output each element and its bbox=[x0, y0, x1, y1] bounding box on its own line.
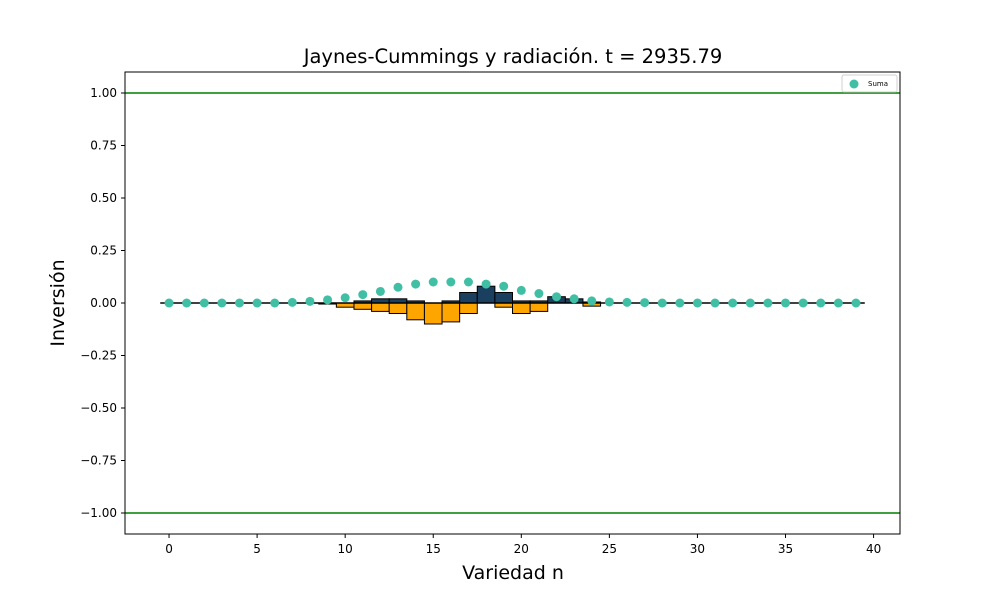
suma-point-28 bbox=[657, 298, 667, 308]
x-tick-label-0: 0 bbox=[165, 542, 173, 556]
y-tick-label-5: −0.25 bbox=[80, 349, 117, 363]
x-axis-label: Variedad n bbox=[462, 562, 564, 584]
suma-point-5 bbox=[252, 298, 262, 308]
bar-positive-18 bbox=[476, 285, 496, 304]
x-tick-label-10: 10 bbox=[338, 542, 353, 556]
suma-point-13 bbox=[393, 282, 403, 292]
bar-negative-20 bbox=[512, 302, 531, 314]
bar-negative-17 bbox=[459, 302, 478, 314]
legend-marker-suma bbox=[849, 79, 859, 89]
x-tick-label-15: 15 bbox=[426, 542, 441, 556]
suma-point-21 bbox=[534, 289, 544, 299]
x-tick-label-40: 40 bbox=[866, 542, 881, 556]
y-tick-label-7: −0.75 bbox=[80, 454, 117, 468]
bar-negative-14 bbox=[406, 302, 425, 321]
suma-point-0 bbox=[164, 298, 174, 308]
suma-point-17 bbox=[463, 277, 473, 287]
suma-point-2 bbox=[199, 298, 209, 308]
suma-point-6 bbox=[270, 298, 280, 308]
suma-point-8 bbox=[305, 296, 315, 306]
suma-point-11 bbox=[358, 290, 368, 300]
suma-point-22 bbox=[552, 292, 562, 302]
plot-area bbox=[125, 92, 900, 514]
suma-point-1 bbox=[182, 298, 192, 308]
x-tick-label-35: 35 bbox=[778, 542, 793, 556]
suma-point-35 bbox=[781, 298, 791, 308]
bar-negative-16 bbox=[441, 302, 461, 323]
suma-point-23 bbox=[569, 294, 579, 304]
y-tick-label-0: 1.00 bbox=[90, 86, 117, 100]
suma-point-30 bbox=[692, 298, 702, 308]
suma-point-12 bbox=[375, 286, 385, 296]
bar-positive-19 bbox=[494, 292, 513, 304]
suma-point-14 bbox=[411, 279, 421, 289]
suma-point-31 bbox=[710, 298, 720, 308]
y-axis-label: Inversión bbox=[47, 259, 69, 346]
suma-point-38 bbox=[833, 298, 843, 308]
suma-point-18 bbox=[481, 279, 491, 289]
suma-point-9 bbox=[323, 295, 333, 305]
suma-point-34 bbox=[763, 298, 773, 308]
suma-point-29 bbox=[675, 298, 685, 308]
suma-point-7 bbox=[287, 297, 297, 307]
y-tick-label-4: 0.00 bbox=[90, 296, 117, 310]
suma-point-33 bbox=[745, 298, 755, 308]
bar-negative-21 bbox=[529, 302, 549, 312]
suma-point-39 bbox=[851, 298, 861, 308]
suma-point-26 bbox=[622, 297, 632, 307]
y-tick-label-6: −0.50 bbox=[80, 401, 117, 415]
legend: Suma bbox=[841, 74, 898, 93]
chart-title: Jaynes-Cummings y radiación. t = 2935.79 bbox=[302, 45, 723, 68]
suma-point-24 bbox=[587, 296, 597, 306]
x-tick-label-25: 25 bbox=[602, 542, 617, 556]
bar-positive-17 bbox=[459, 292, 478, 304]
legend-label-suma: Suma bbox=[868, 80, 888, 88]
suma-point-16 bbox=[446, 277, 456, 287]
bar-negative-15 bbox=[423, 302, 443, 325]
suma-point-20 bbox=[516, 285, 526, 295]
y-tick-label-1: 0.75 bbox=[90, 139, 117, 153]
y-tick-label-3: 0.25 bbox=[90, 244, 117, 258]
suma-point-4 bbox=[234, 298, 244, 308]
y-tick-label-2: 0.50 bbox=[90, 191, 117, 205]
y-tick-label-8: −1.00 bbox=[80, 506, 117, 520]
suma-point-15 bbox=[428, 277, 438, 287]
suma-point-25 bbox=[604, 297, 614, 307]
bar-negative-11 bbox=[353, 302, 373, 310]
x-tick-label-5: 5 bbox=[253, 542, 261, 556]
suma-point-36 bbox=[798, 298, 808, 308]
suma-point-32 bbox=[728, 298, 738, 308]
suma-point-27 bbox=[640, 298, 650, 308]
bar-negative-12 bbox=[371, 302, 390, 312]
suma-point-3 bbox=[217, 298, 227, 308]
x-tick-label-30: 30 bbox=[690, 542, 705, 556]
axis-ticks: 0 5 10 15 20 25 30 35 40 1.00 0.75 0.50 0.25 0.00 −0.2… bbox=[80, 86, 881, 556]
suma-point-19 bbox=[499, 281, 509, 291]
x-tick-label-20: 20 bbox=[514, 542, 529, 556]
suma-point-10 bbox=[340, 293, 350, 303]
suma-point-37 bbox=[816, 298, 826, 308]
bar-negative-13 bbox=[388, 302, 408, 314]
